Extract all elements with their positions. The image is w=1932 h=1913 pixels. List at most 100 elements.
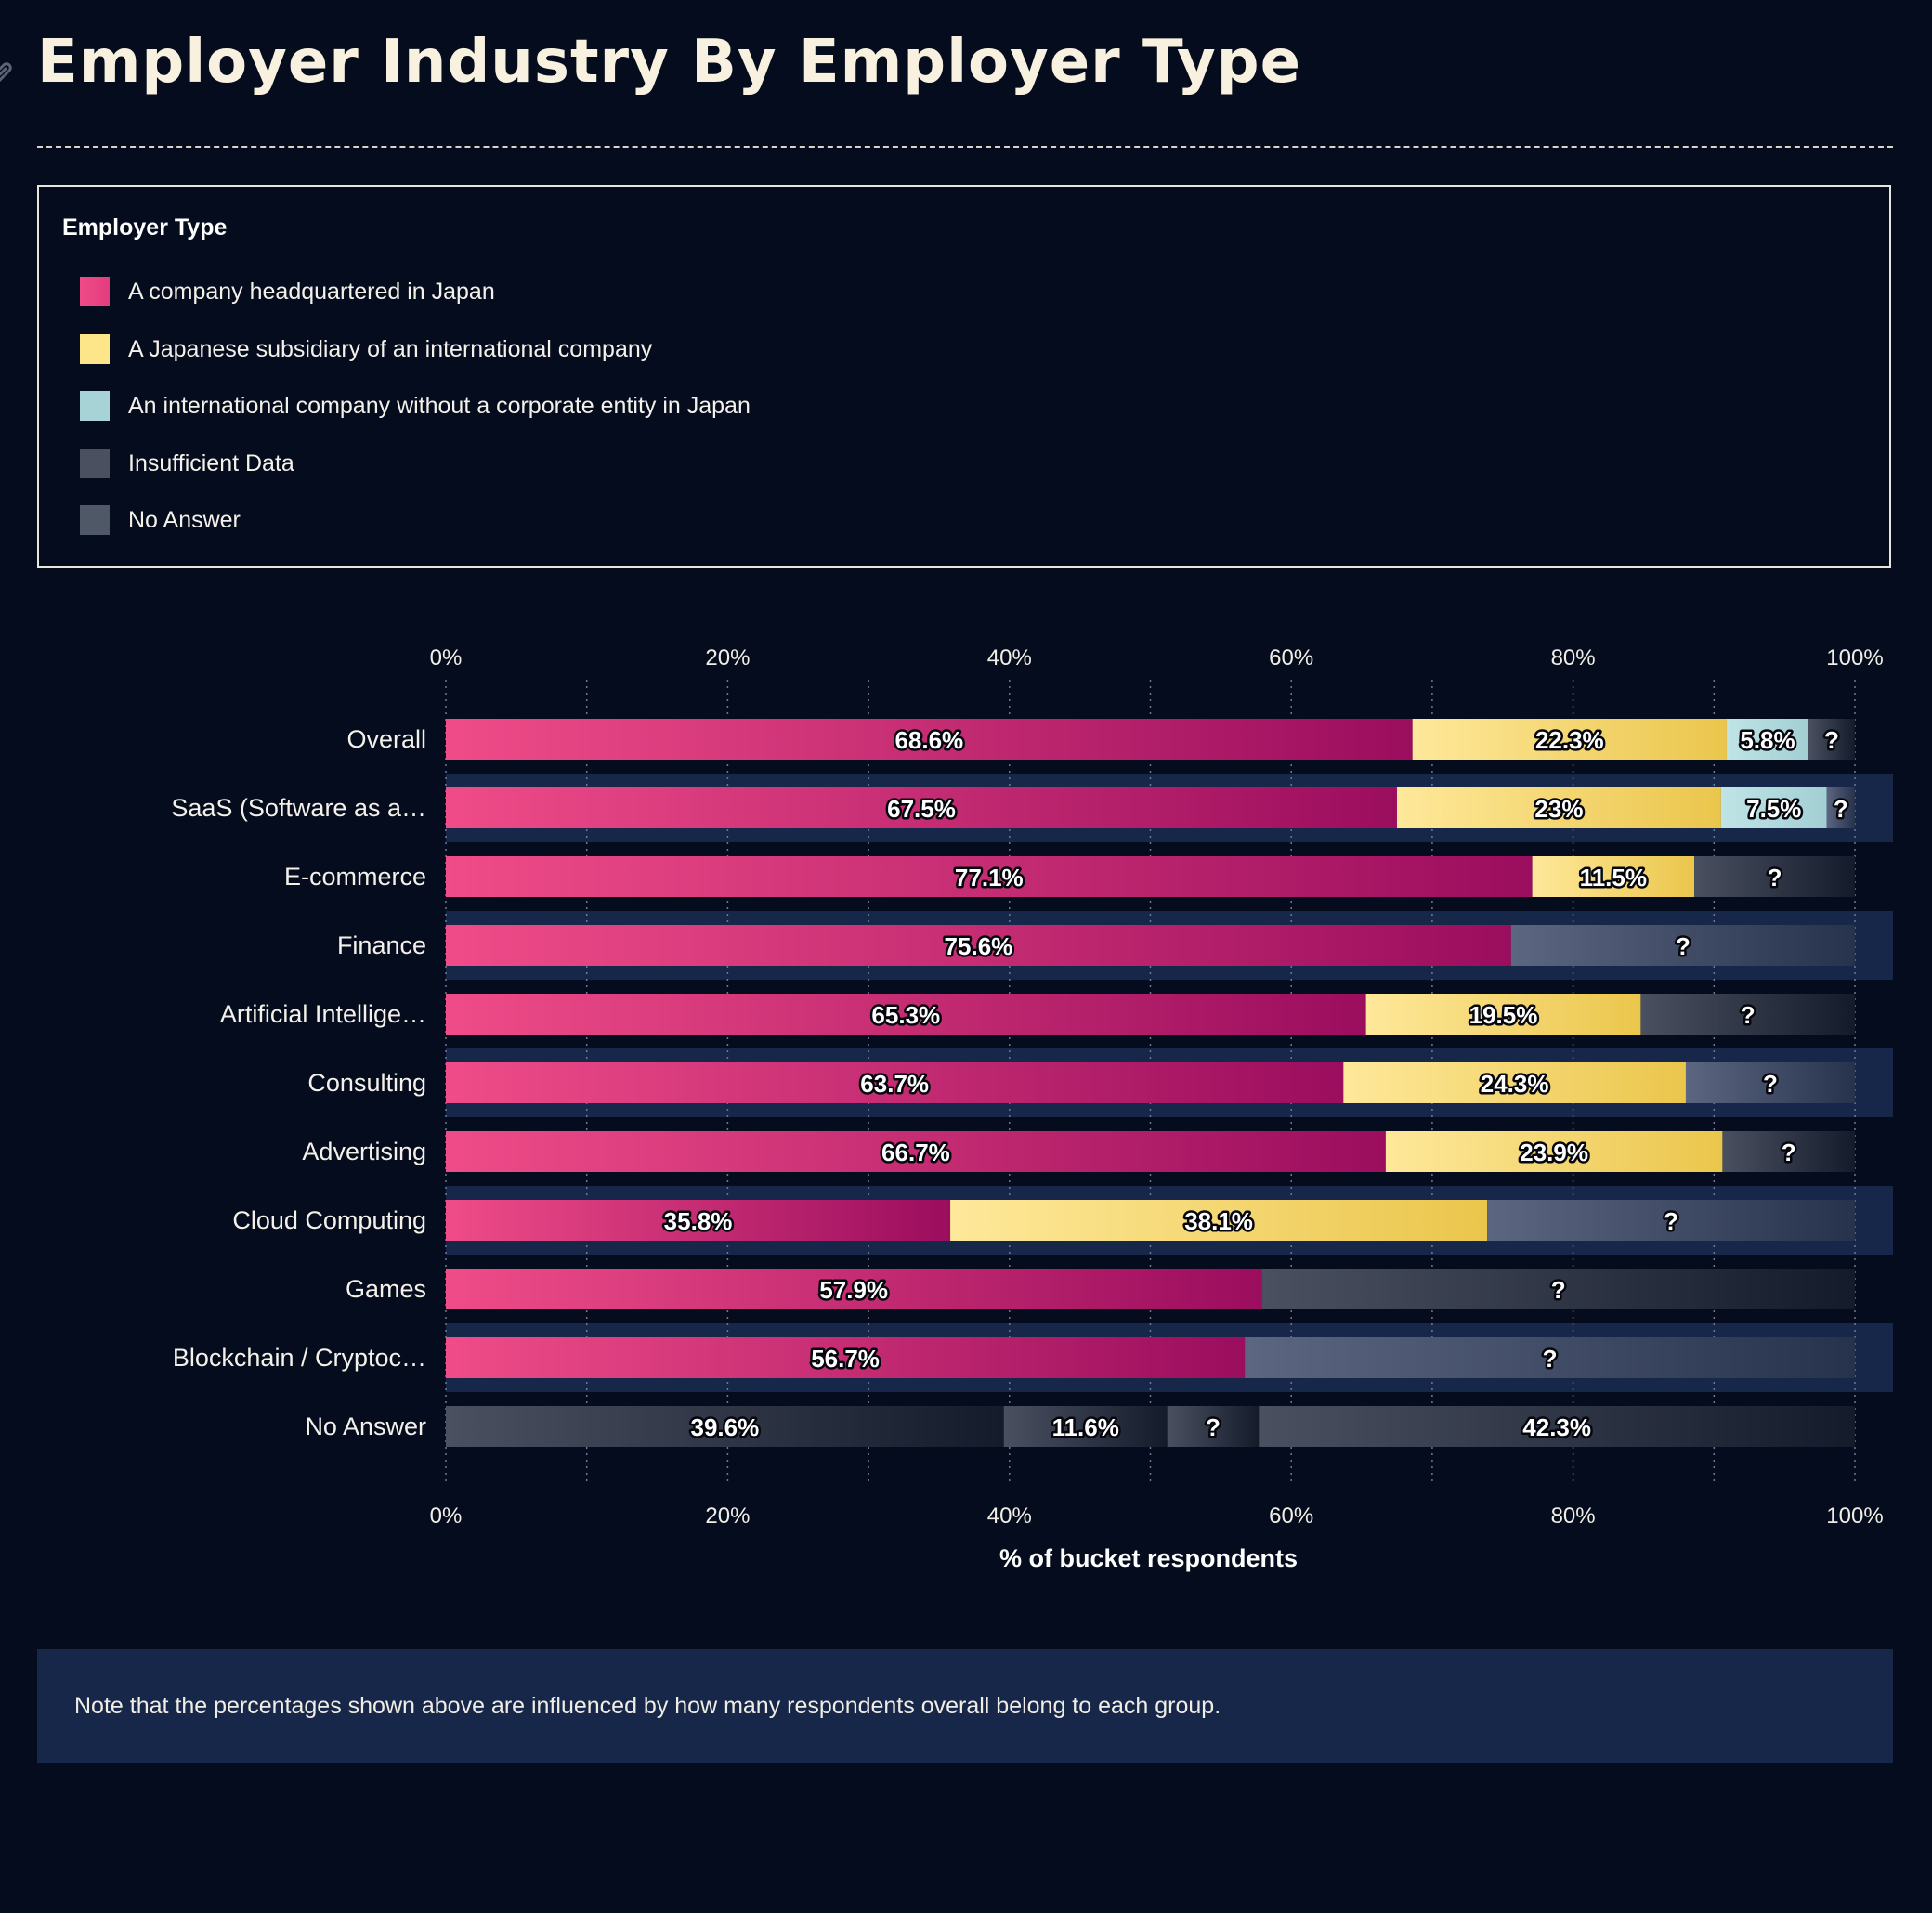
bar-segment-japan-hq[interactable] <box>446 1269 1262 1309</box>
x-tick-label-bottom: 0% <box>430 1503 463 1529</box>
bar-segment-international-no-entity[interactable] <box>1726 719 1808 760</box>
bar-value-label: 67.5% <box>887 795 956 823</box>
category-label: Consulting <box>307 1069 426 1097</box>
bar-segment-insufficient[interactable] <box>1245 1337 1855 1378</box>
bar-segment-japanese-subsidiary[interactable] <box>1532 856 1695 897</box>
x-tick-label-top: 40% <box>987 645 1032 670</box>
bar-segment-japan-hq[interactable] <box>446 856 1533 897</box>
bar-value-label: 39.6% <box>690 1413 759 1441</box>
x-tick-label-bottom: 20% <box>705 1503 750 1529</box>
bar-segment-japanese-subsidiary[interactable] <box>1396 787 1721 828</box>
bar-value-label: 35.8% <box>664 1207 733 1235</box>
legend-swatch-no-answer <box>80 505 110 535</box>
category-label: E-commerce <box>284 863 426 891</box>
legend-swatch-international-no-entity <box>80 391 110 421</box>
legend-swatch-insufficient-data <box>80 449 110 478</box>
bar-value-label: 11.6% <box>1052 1413 1119 1441</box>
bar-value-label: 7.5% <box>1746 795 1801 823</box>
x-tick-label-top: 0% <box>430 645 463 670</box>
category-label: Finance <box>337 931 426 959</box>
category-label: Advertising <box>302 1138 426 1165</box>
bar-value-label: ? <box>1768 864 1782 891</box>
legend: Employer Type A company headquartered in… <box>37 185 1891 568</box>
bar-value-label: ? <box>1741 1001 1756 1029</box>
legend-label: No Answer <box>128 506 241 533</box>
bar-value-label: 65.3% <box>871 1001 940 1029</box>
bar-segment-insufficient[interactable] <box>1722 1131 1855 1172</box>
x-tick-label-top: 60% <box>1269 645 1313 670</box>
category-label: Overall <box>346 725 426 753</box>
legend-item-japanese-subsidiary[interactable]: A Japanese subsidiary of an internationa… <box>80 333 652 365</box>
bar-segment-no-answer[interactable] <box>446 1406 1004 1447</box>
x-tick-label-bottom: 40% <box>987 1503 1032 1529</box>
bar-value-label: 22.3% <box>1535 726 1604 754</box>
stacked-bar-chart: Overall 68.6% 22.3% 5.8% ? SaaS (Software as … <box>171 645 1893 1572</box>
category-label: Blockchain / Cryptoc… <box>173 1344 426 1372</box>
legend-title: Employer Type <box>62 215 228 241</box>
bar-value-label: 56.7% <box>811 1345 880 1373</box>
legend-label: An international company without a corpo… <box>128 392 751 419</box>
bar-value-label: ? <box>1664 1207 1678 1235</box>
bar-value-label: ? <box>1763 1070 1778 1098</box>
bar-value-label: 57.9% <box>819 1276 888 1304</box>
bar-segment-japan-hq[interactable] <box>446 925 1511 966</box>
bar-segment-insufficient[interactable] <box>1640 994 1855 1035</box>
category-label: SaaS (Software as a… <box>171 794 426 822</box>
legend-label: A Japanese subsidiary of an internationa… <box>128 335 653 362</box>
bar-value-label: ? <box>1824 726 1839 754</box>
bar-segment-japan-hq[interactable] <box>446 1200 951 1241</box>
legend-swatch-japan-hq <box>80 277 110 306</box>
bar-segment-insufficient[interactable] <box>1685 1062 1855 1103</box>
x-tick-label-top: 100% <box>1826 645 1883 670</box>
bar-segment-japanese-subsidiary[interactable] <box>950 1200 1488 1241</box>
bar-segment-japanese-subsidiary[interactable] <box>1365 994 1641 1035</box>
bar-segment-insufficient[interactable] <box>1487 1200 1855 1241</box>
legend-item-japan-hq[interactable]: A company headquartered in Japan <box>80 276 495 307</box>
legend-label: Insufficient Data <box>128 449 294 476</box>
bar-value-label: 23% <box>1534 795 1583 823</box>
bar-value-label: ? <box>1676 932 1690 960</box>
bar-value-label: 5.8% <box>1740 726 1795 754</box>
page-title: Employer Industry By Employer Type <box>37 28 1301 97</box>
category-label: Cloud Computing <box>232 1206 426 1234</box>
bar-segment-japan-hq[interactable] <box>446 1337 1246 1378</box>
bar-value-label: ? <box>1543 1345 1558 1373</box>
bar-value-label: 66.7% <box>881 1139 950 1166</box>
link-icon[interactable] <box>0 58 17 87</box>
x-tick-label-bottom: 100% <box>1826 1503 1883 1529</box>
bar-segment-insufficient[interactable] <box>1261 1269 1855 1309</box>
bar-segment-japan-hq[interactable] <box>446 1131 1386 1172</box>
bar-value-label: 68.6% <box>894 726 963 754</box>
bar-segment-insufficient[interactable] <box>1510 925 1855 966</box>
bar-segment-japan-hq[interactable] <box>446 994 1366 1035</box>
bar-segment-insufficient[interactable] <box>1167 1406 1260 1447</box>
bar-segment-international-no-entity[interactable] <box>1720 787 1827 828</box>
bar-segment-japan-hq[interactable] <box>446 719 1413 760</box>
bar-segment-insufficient[interactable] <box>1694 856 1855 897</box>
bar-value-label: ? <box>1206 1413 1221 1441</box>
legend-item-insufficient-data[interactable]: Insufficient Data <box>80 448 294 479</box>
bar-segment-japanese-subsidiary[interactable] <box>1412 719 1727 760</box>
bar-segment-insufficient[interactable] <box>1826 787 1855 828</box>
category-label: No Answer <box>305 1412 426 1440</box>
bar-segment-japanese-subsidiary[interactable] <box>1343 1062 1686 1103</box>
bar-segment-insufficient[interactable] <box>1808 719 1855 760</box>
category-label: Artificial Intellige… <box>220 1000 426 1028</box>
bar-segment-japanese-subsidiary[interactable] <box>1385 1131 1723 1172</box>
x-axis-label: % of bucket respondents <box>999 1544 1298 1572</box>
legend-item-no-answer[interactable]: No Answer <box>80 504 241 536</box>
x-tick-label-top: 20% <box>705 645 750 670</box>
bar-value-label: 42.3% <box>1522 1413 1591 1441</box>
bar-segment-no-answer[interactable] <box>1259 1406 1855 1447</box>
bar-value-label: 19.5% <box>1469 1001 1538 1029</box>
bar-value-label: 23.9% <box>1520 1139 1588 1166</box>
x-tick-label-bottom: 80% <box>1551 1503 1596 1529</box>
bar-segment-japan-hq[interactable] <box>446 787 1397 828</box>
bar-segment-no-answer[interactable] <box>1003 1406 1168 1447</box>
x-tick-label-top: 80% <box>1551 645 1596 670</box>
bar-segment-japan-hq[interactable] <box>446 1062 1344 1103</box>
legend-item-international-no-entity[interactable]: An international company without a corpo… <box>80 390 751 422</box>
bar-value-label: ? <box>1551 1276 1566 1304</box>
bar-value-label: 24.3% <box>1481 1070 1549 1098</box>
x-tick-label-bottom: 60% <box>1269 1503 1313 1529</box>
